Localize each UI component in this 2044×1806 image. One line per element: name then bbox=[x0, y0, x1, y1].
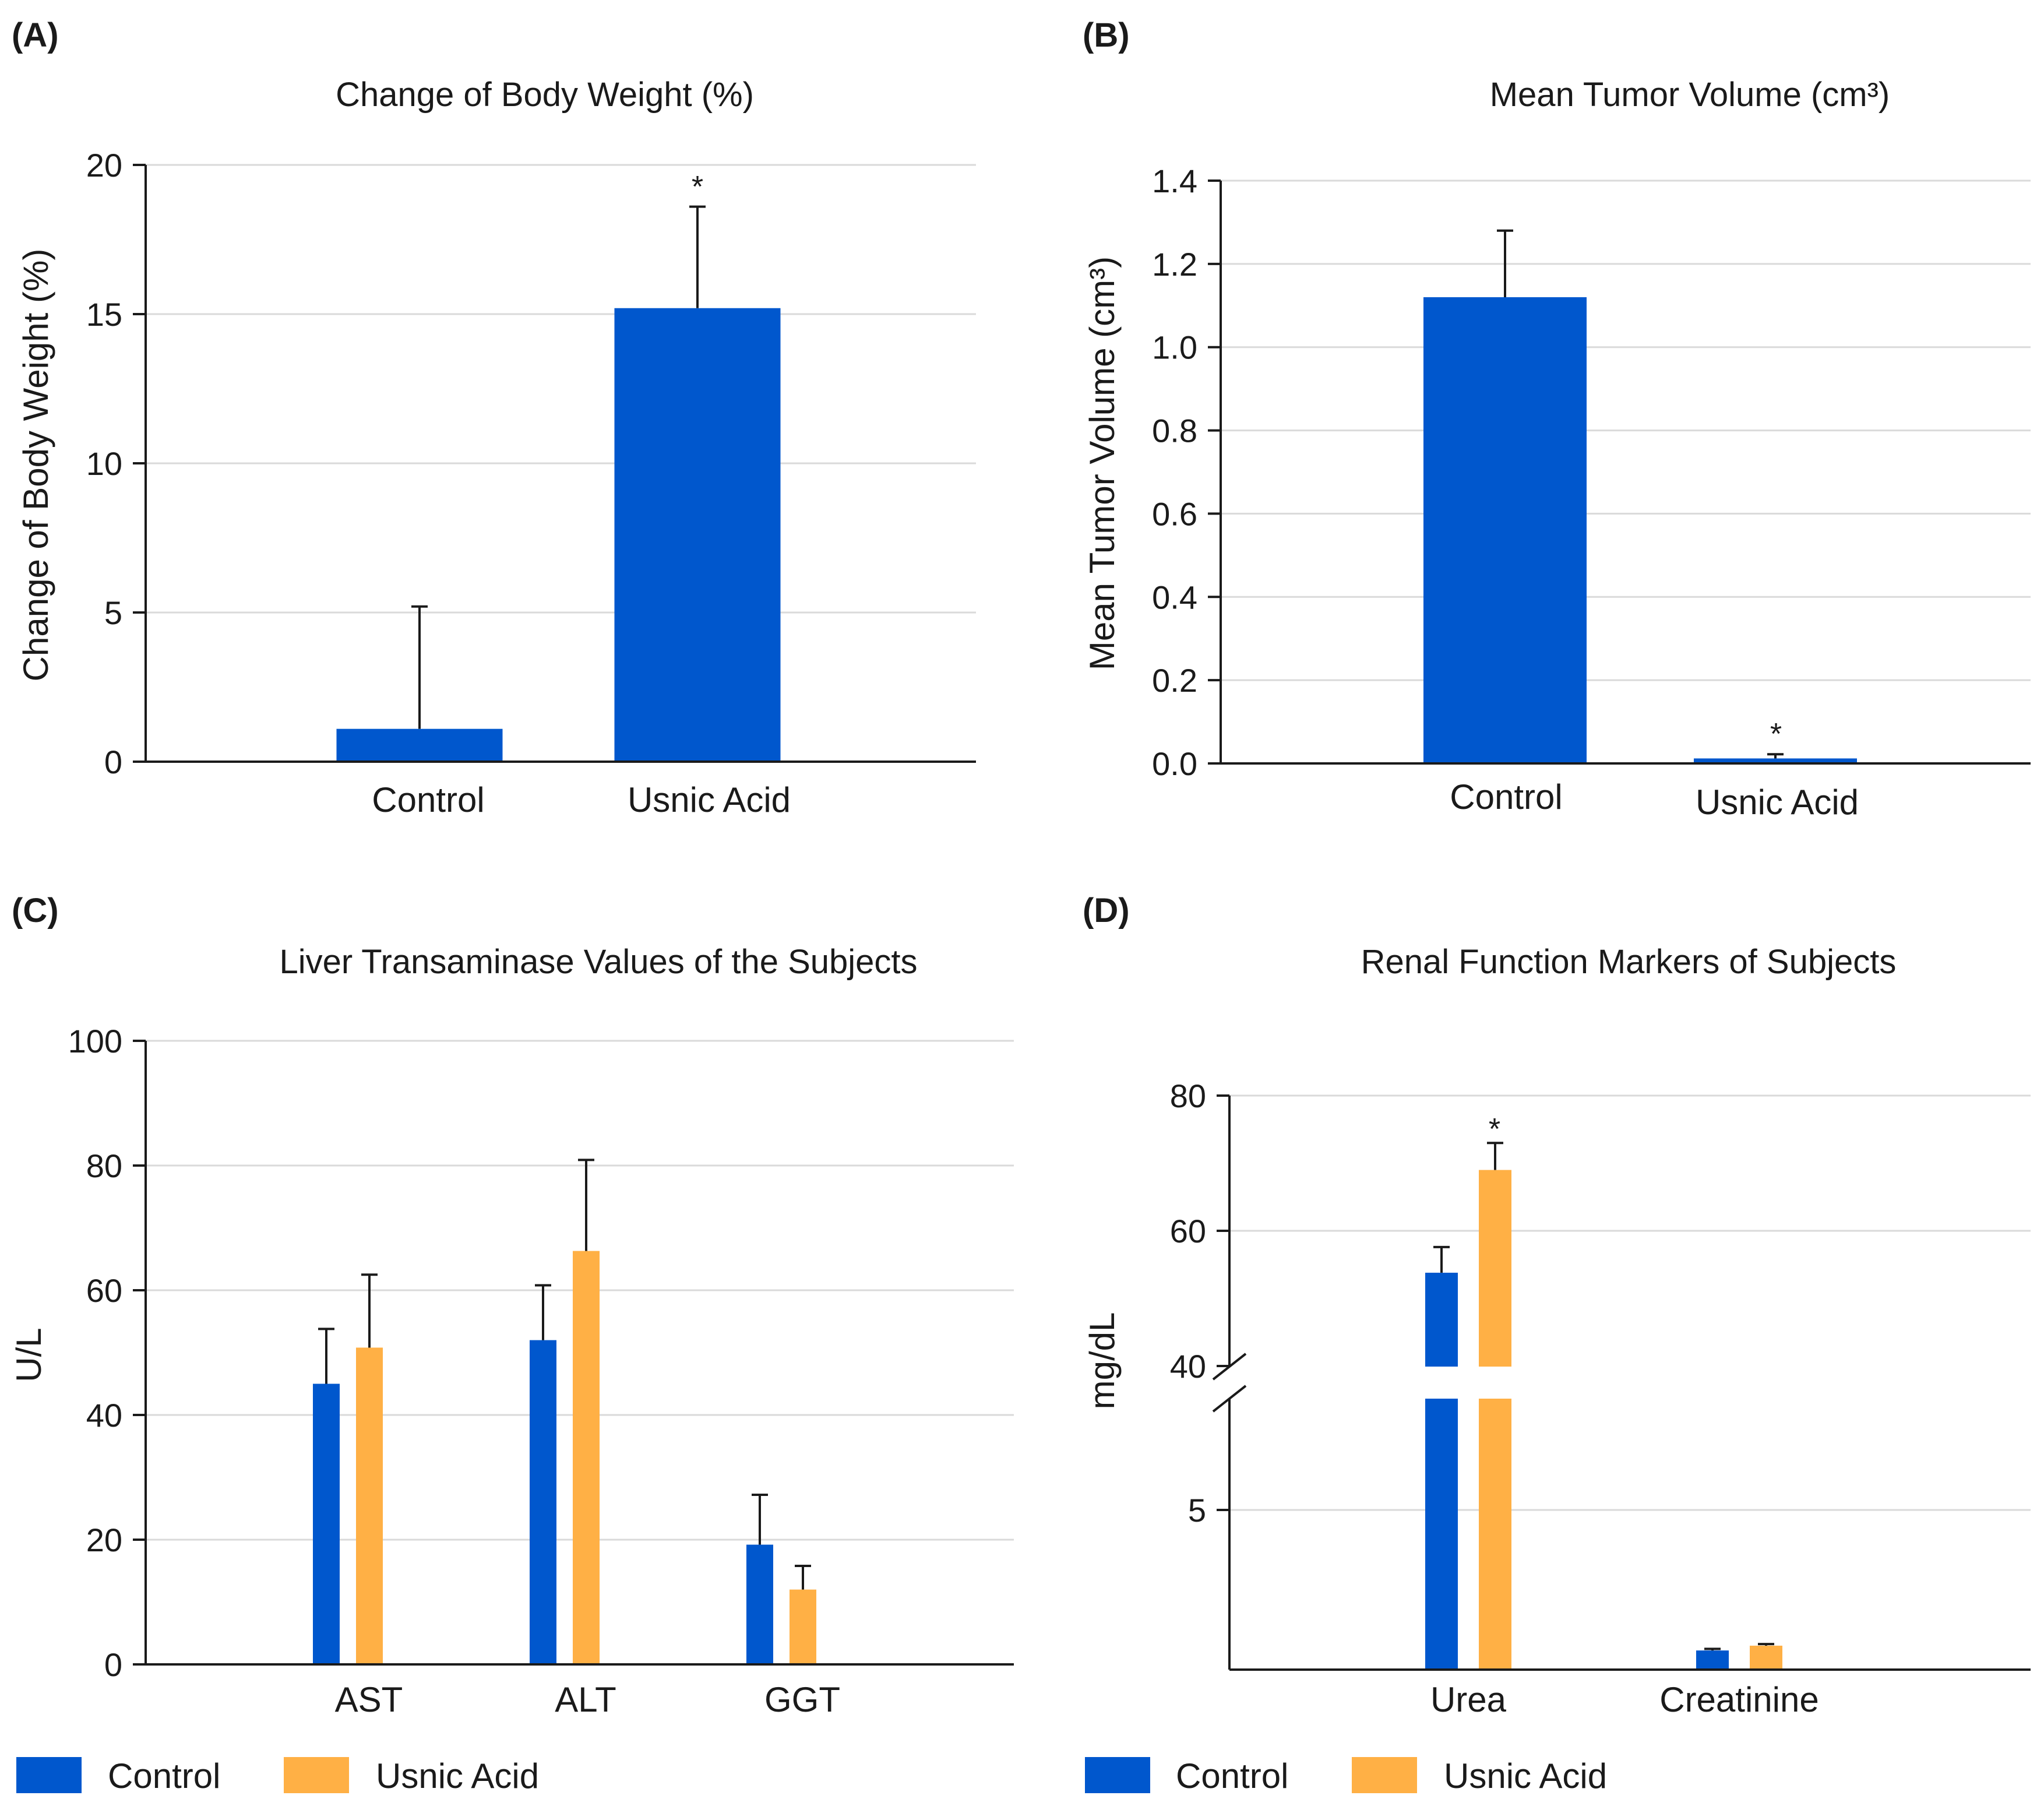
legend-right-control-label: Control bbox=[1176, 1756, 1288, 1796]
panel-c-y-ticks: 0 20 40 60 80 100 bbox=[68, 1023, 146, 1683]
panel-b-bars bbox=[1423, 297, 1857, 763]
panel-b-y-ticks: 0.0 0.2 0.4 0.6 0.8 1.0 1.2 1.4 bbox=[1152, 163, 1221, 782]
pc-bar bbox=[790, 1589, 816, 1664]
pd-axis-break-lower bbox=[1212, 1385, 1247, 1413]
panel-c-category-alt: ALT bbox=[555, 1680, 616, 1719]
pb-tick-label: 0.6 bbox=[1152, 495, 1197, 532]
pd-bar-upper bbox=[1425, 1272, 1458, 1367]
pc-bar bbox=[356, 1347, 383, 1664]
panel-c-error-bars bbox=[318, 1159, 811, 1590]
pc-tick-label: 0 bbox=[104, 1646, 122, 1683]
pb-tick-label: 0.0 bbox=[1152, 745, 1197, 782]
pd-bar bbox=[1696, 1650, 1729, 1670]
panel-a: (A) Change of Body Weight (%) Change of … bbox=[12, 16, 976, 819]
panel-b-category-control: Control bbox=[1450, 777, 1562, 816]
panel-a-category-control: Control bbox=[372, 780, 484, 819]
panel-a-gridlines bbox=[146, 164, 976, 614]
pc-tick-label: 80 bbox=[86, 1147, 122, 1184]
pc-tick-label: 40 bbox=[86, 1397, 122, 1434]
panel-c-category-ggt: GGT bbox=[764, 1680, 840, 1719]
pb-tick-label: 0.8 bbox=[1152, 413, 1197, 449]
legend-left-control-label: Control bbox=[108, 1756, 220, 1796]
legend-right: Control Usnic Acid bbox=[1085, 1756, 1607, 1796]
legend-left: Control Usnic Acid bbox=[16, 1756, 539, 1796]
pa-tick-label: 15 bbox=[86, 296, 122, 333]
legend-right-control-swatch bbox=[1085, 1757, 1150, 1793]
pd-bar-lower bbox=[1479, 1399, 1511, 1670]
pa-tick-label: 0 bbox=[104, 744, 122, 780]
panel-b-gridlines bbox=[1221, 179, 2031, 681]
pb-bar bbox=[1423, 297, 1587, 763]
panel-a-title: Change of Body Weight (%) bbox=[336, 76, 754, 114]
legend-right-usnic-label: Usnic Acid bbox=[1444, 1756, 1607, 1796]
pc-tick-label: 60 bbox=[86, 1272, 122, 1309]
legend-left-usnic-swatch bbox=[284, 1757, 349, 1793]
pd-tick-label: 40 bbox=[1170, 1348, 1206, 1385]
pc-bar bbox=[530, 1340, 556, 1664]
pd-bar-upper bbox=[1479, 1170, 1511, 1367]
pd-bar-lower bbox=[1425, 1399, 1458, 1670]
pd-tick-label: 5 bbox=[1188, 1492, 1206, 1529]
panel-c-title: Liver Transaminase Values of the Subject… bbox=[279, 943, 917, 981]
pc-bar bbox=[746, 1544, 773, 1664]
panel-b-significance-star: * bbox=[1770, 717, 1782, 751]
panel-a-label: (A) bbox=[12, 16, 59, 54]
pb-tick-label: 0.4 bbox=[1152, 579, 1197, 615]
panel-d-significance-star: * bbox=[1489, 1113, 1500, 1146]
panel-c-y-axis-label: U/L bbox=[9, 1328, 48, 1382]
panel-a-error-bars bbox=[411, 205, 706, 729]
pc-bar bbox=[313, 1383, 340, 1664]
pb-bar bbox=[1694, 758, 1857, 763]
pa-tick-label: 5 bbox=[104, 594, 122, 631]
pa-tick-label: 20 bbox=[86, 147, 122, 184]
panel-d-error-bars bbox=[1433, 1142, 1774, 1651]
panel-b-category-usnic: Usnic Acid bbox=[1696, 783, 1859, 822]
pa-bar bbox=[336, 728, 503, 762]
panel-c-category-ast: AST bbox=[335, 1680, 403, 1719]
panel-b-title: Mean Tumor Volume (cm³) bbox=[1490, 76, 1890, 114]
pc-tick-label: 20 bbox=[86, 1522, 122, 1558]
panel-d-bars bbox=[1425, 1170, 1782, 1670]
pd-tick-label: 80 bbox=[1170, 1078, 1206, 1114]
legend-right-usnic-swatch bbox=[1352, 1757, 1417, 1793]
pb-tick-label: 1.4 bbox=[1152, 163, 1197, 199]
pb-tick-label: 1.2 bbox=[1152, 246, 1197, 283]
panel-b-axes bbox=[1220, 181, 2031, 765]
panel-c-label: (C) bbox=[12, 892, 59, 930]
panel-d-y-axis-label: mg/dL bbox=[1083, 1312, 1122, 1410]
pd-tick-label: 60 bbox=[1170, 1213, 1206, 1249]
panel-d-label: (D) bbox=[1083, 892, 1130, 930]
pb-tick-label: 1.0 bbox=[1152, 329, 1197, 366]
panel-c-axes bbox=[145, 1041, 1014, 1666]
legend-left-usnic-label: Usnic Acid bbox=[376, 1756, 539, 1796]
panel-b-label: (B) bbox=[1083, 16, 1130, 54]
panel-d-category-urea: Urea bbox=[1430, 1680, 1507, 1719]
pc-tick-label: 100 bbox=[68, 1023, 122, 1059]
pa-bar bbox=[614, 308, 781, 762]
panel-a-significance-star: * bbox=[692, 170, 703, 204]
panel-d-gridlines bbox=[1229, 1094, 2031, 1511]
panel-b-error-bars bbox=[1497, 229, 1784, 759]
panel-c-bars bbox=[313, 1251, 816, 1664]
panel-a-y-ticks: 0 5 10 15 20 bbox=[86, 147, 146, 780]
panel-c: (C) Liver Transaminase Values of the Sub… bbox=[9, 892, 1014, 1719]
panel-d: (D) Renal Function Markers of Subjects m… bbox=[1083, 892, 2031, 1719]
panel-a-bars bbox=[336, 308, 781, 762]
panel-d-title: Renal Function Markers of Subjects bbox=[1361, 943, 1897, 981]
pb-tick-label: 0.2 bbox=[1152, 662, 1197, 699]
panel-d-axes bbox=[1212, 1096, 2031, 1671]
panel-a-y-axis-label: Change of Body Weight (%) bbox=[16, 249, 55, 682]
panel-b-y-axis-label: Mean Tumor Volume (cm³) bbox=[1083, 256, 1122, 670]
pd-bar bbox=[1750, 1645, 1782, 1670]
panel-d-category-creatinine: Creatinine bbox=[1659, 1680, 1819, 1719]
panel-b: (B) Mean Tumor Volume (cm³) Mean Tumor V… bbox=[1083, 16, 2031, 822]
pc-bar bbox=[573, 1251, 600, 1664]
panel-d-y-ticks: 5 40 60 80 bbox=[1170, 1078, 1229, 1529]
panel-a-category-usnic: Usnic Acid bbox=[628, 780, 791, 819]
pa-tick-label: 10 bbox=[86, 445, 122, 482]
legend-left-control-swatch bbox=[16, 1757, 82, 1793]
